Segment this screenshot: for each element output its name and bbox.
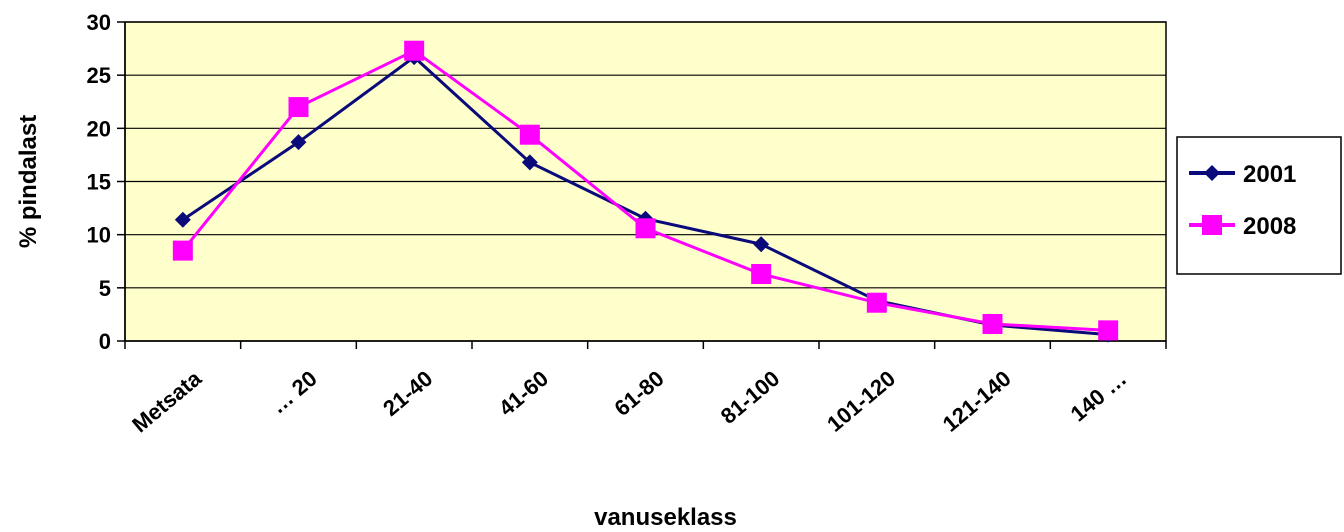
x-tick-label: 21-40 [378, 366, 437, 421]
data-point [172, 240, 193, 261]
y-tick-label: 25 [87, 63, 111, 88]
data-point [1204, 165, 1220, 181]
data-point [521, 154, 538, 171]
data-point [404, 40, 425, 61]
data-point [290, 134, 307, 151]
y-tick-label: 5 [99, 276, 111, 301]
x-axis-ticks: Metsata … 20 21-40 41-60 61-80 81-100 101-120 1… [124, 341, 1167, 437]
legend-label: 2008 [1243, 213, 1296, 240]
data-point [866, 292, 887, 313]
data-point [635, 218, 656, 239]
legend-box [1176, 136, 1342, 275]
x-axis-title: vanuseklass [594, 504, 737, 531]
legend-label: 2001 [1243, 161, 1296, 188]
x-tick-label: 81-100 [716, 366, 785, 429]
legend: 2001 2008 [1176, 136, 1342, 275]
x-tick-label: … 20 [265, 366, 321, 419]
data-point [1202, 215, 1222, 235]
x-tick-label: 61-80 [610, 366, 669, 421]
y-tick-label: 0 [99, 329, 111, 354]
data-point [1098, 320, 1119, 341]
y-tick-label: 10 [87, 223, 111, 248]
x-tick-label: 41-60 [494, 366, 553, 421]
y-axis-ticks: 0 5 10 15 20 25 30 [87, 10, 125, 354]
series-layer [172, 40, 1119, 343]
legend-item-2001: 2001 [1189, 161, 1296, 188]
data-point [519, 124, 540, 145]
series-2008 [172, 40, 1119, 341]
x-tick-label: 140 … [1066, 366, 1132, 427]
y-tick-label: 30 [87, 10, 111, 35]
data-point [753, 236, 770, 253]
data-point [288, 97, 309, 118]
y-tick-label: 20 [87, 116, 111, 141]
data-point [174, 211, 191, 228]
legend-item-2008: 2008 [1189, 213, 1296, 240]
x-tick-label: 101-120 [822, 366, 900, 437]
x-tick-label: 121-140 [938, 366, 1016, 437]
x-tick-label: Metsata [127, 365, 206, 437]
y-axis-title: % pindalast [15, 115, 42, 248]
data-point [982, 313, 1003, 334]
y-tick-label: 15 [87, 170, 111, 195]
data-point [751, 264, 772, 285]
gridlines [125, 21, 1166, 289]
